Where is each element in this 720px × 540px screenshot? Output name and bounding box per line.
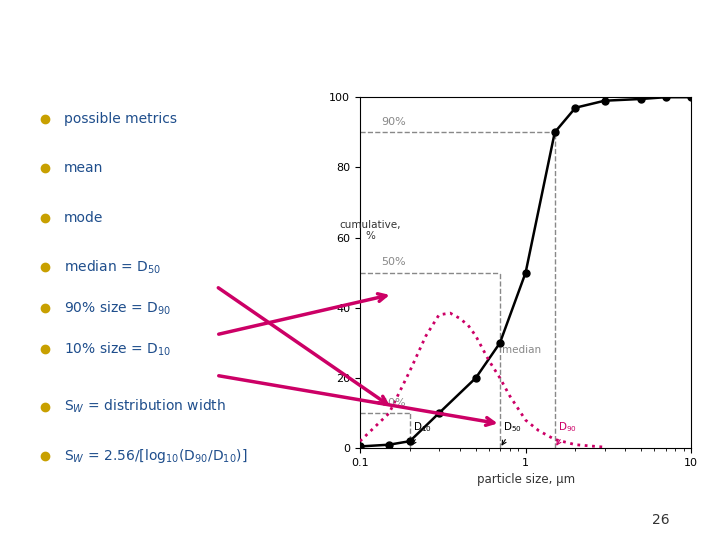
Text: D$_{10}$: D$_{10}$	[412, 421, 432, 445]
Text: possible metrics: possible metrics	[63, 112, 176, 126]
Text: 10% size = D$_{10}$: 10% size = D$_{10}$	[63, 340, 171, 358]
Text: mean: mean	[63, 161, 103, 176]
Text: 90%: 90%	[382, 117, 406, 127]
Text: median: median	[502, 346, 541, 355]
X-axis label: particle size, μm: particle size, μm	[477, 474, 575, 487]
Text: 50%: 50%	[382, 258, 406, 267]
Text: median = D$_{50}$: median = D$_{50}$	[63, 258, 161, 276]
Text: mode: mode	[63, 211, 103, 225]
Text: D$_{50}$: D$_{50}$	[502, 421, 522, 445]
Text: cumulative,
%: cumulative, %	[339, 220, 401, 241]
Text: 10%: 10%	[382, 398, 406, 408]
Text: 90% size = D$_{90}$: 90% size = D$_{90}$	[63, 299, 171, 317]
Text: S$_W$ = 2.56/[log$_{10}$(D$_{90}$/D$_{10}$)]: S$_W$ = 2.56/[log$_{10}$(D$_{90}$/D$_{10…	[63, 447, 247, 465]
Text: D$_{90}$: D$_{90}$	[557, 421, 577, 445]
Text: Distribution Statistics: Distribution Statistics	[182, 43, 458, 63]
Text: S$_W$ = distribution width: S$_W$ = distribution width	[63, 398, 225, 415]
Text: 26: 26	[652, 512, 670, 526]
